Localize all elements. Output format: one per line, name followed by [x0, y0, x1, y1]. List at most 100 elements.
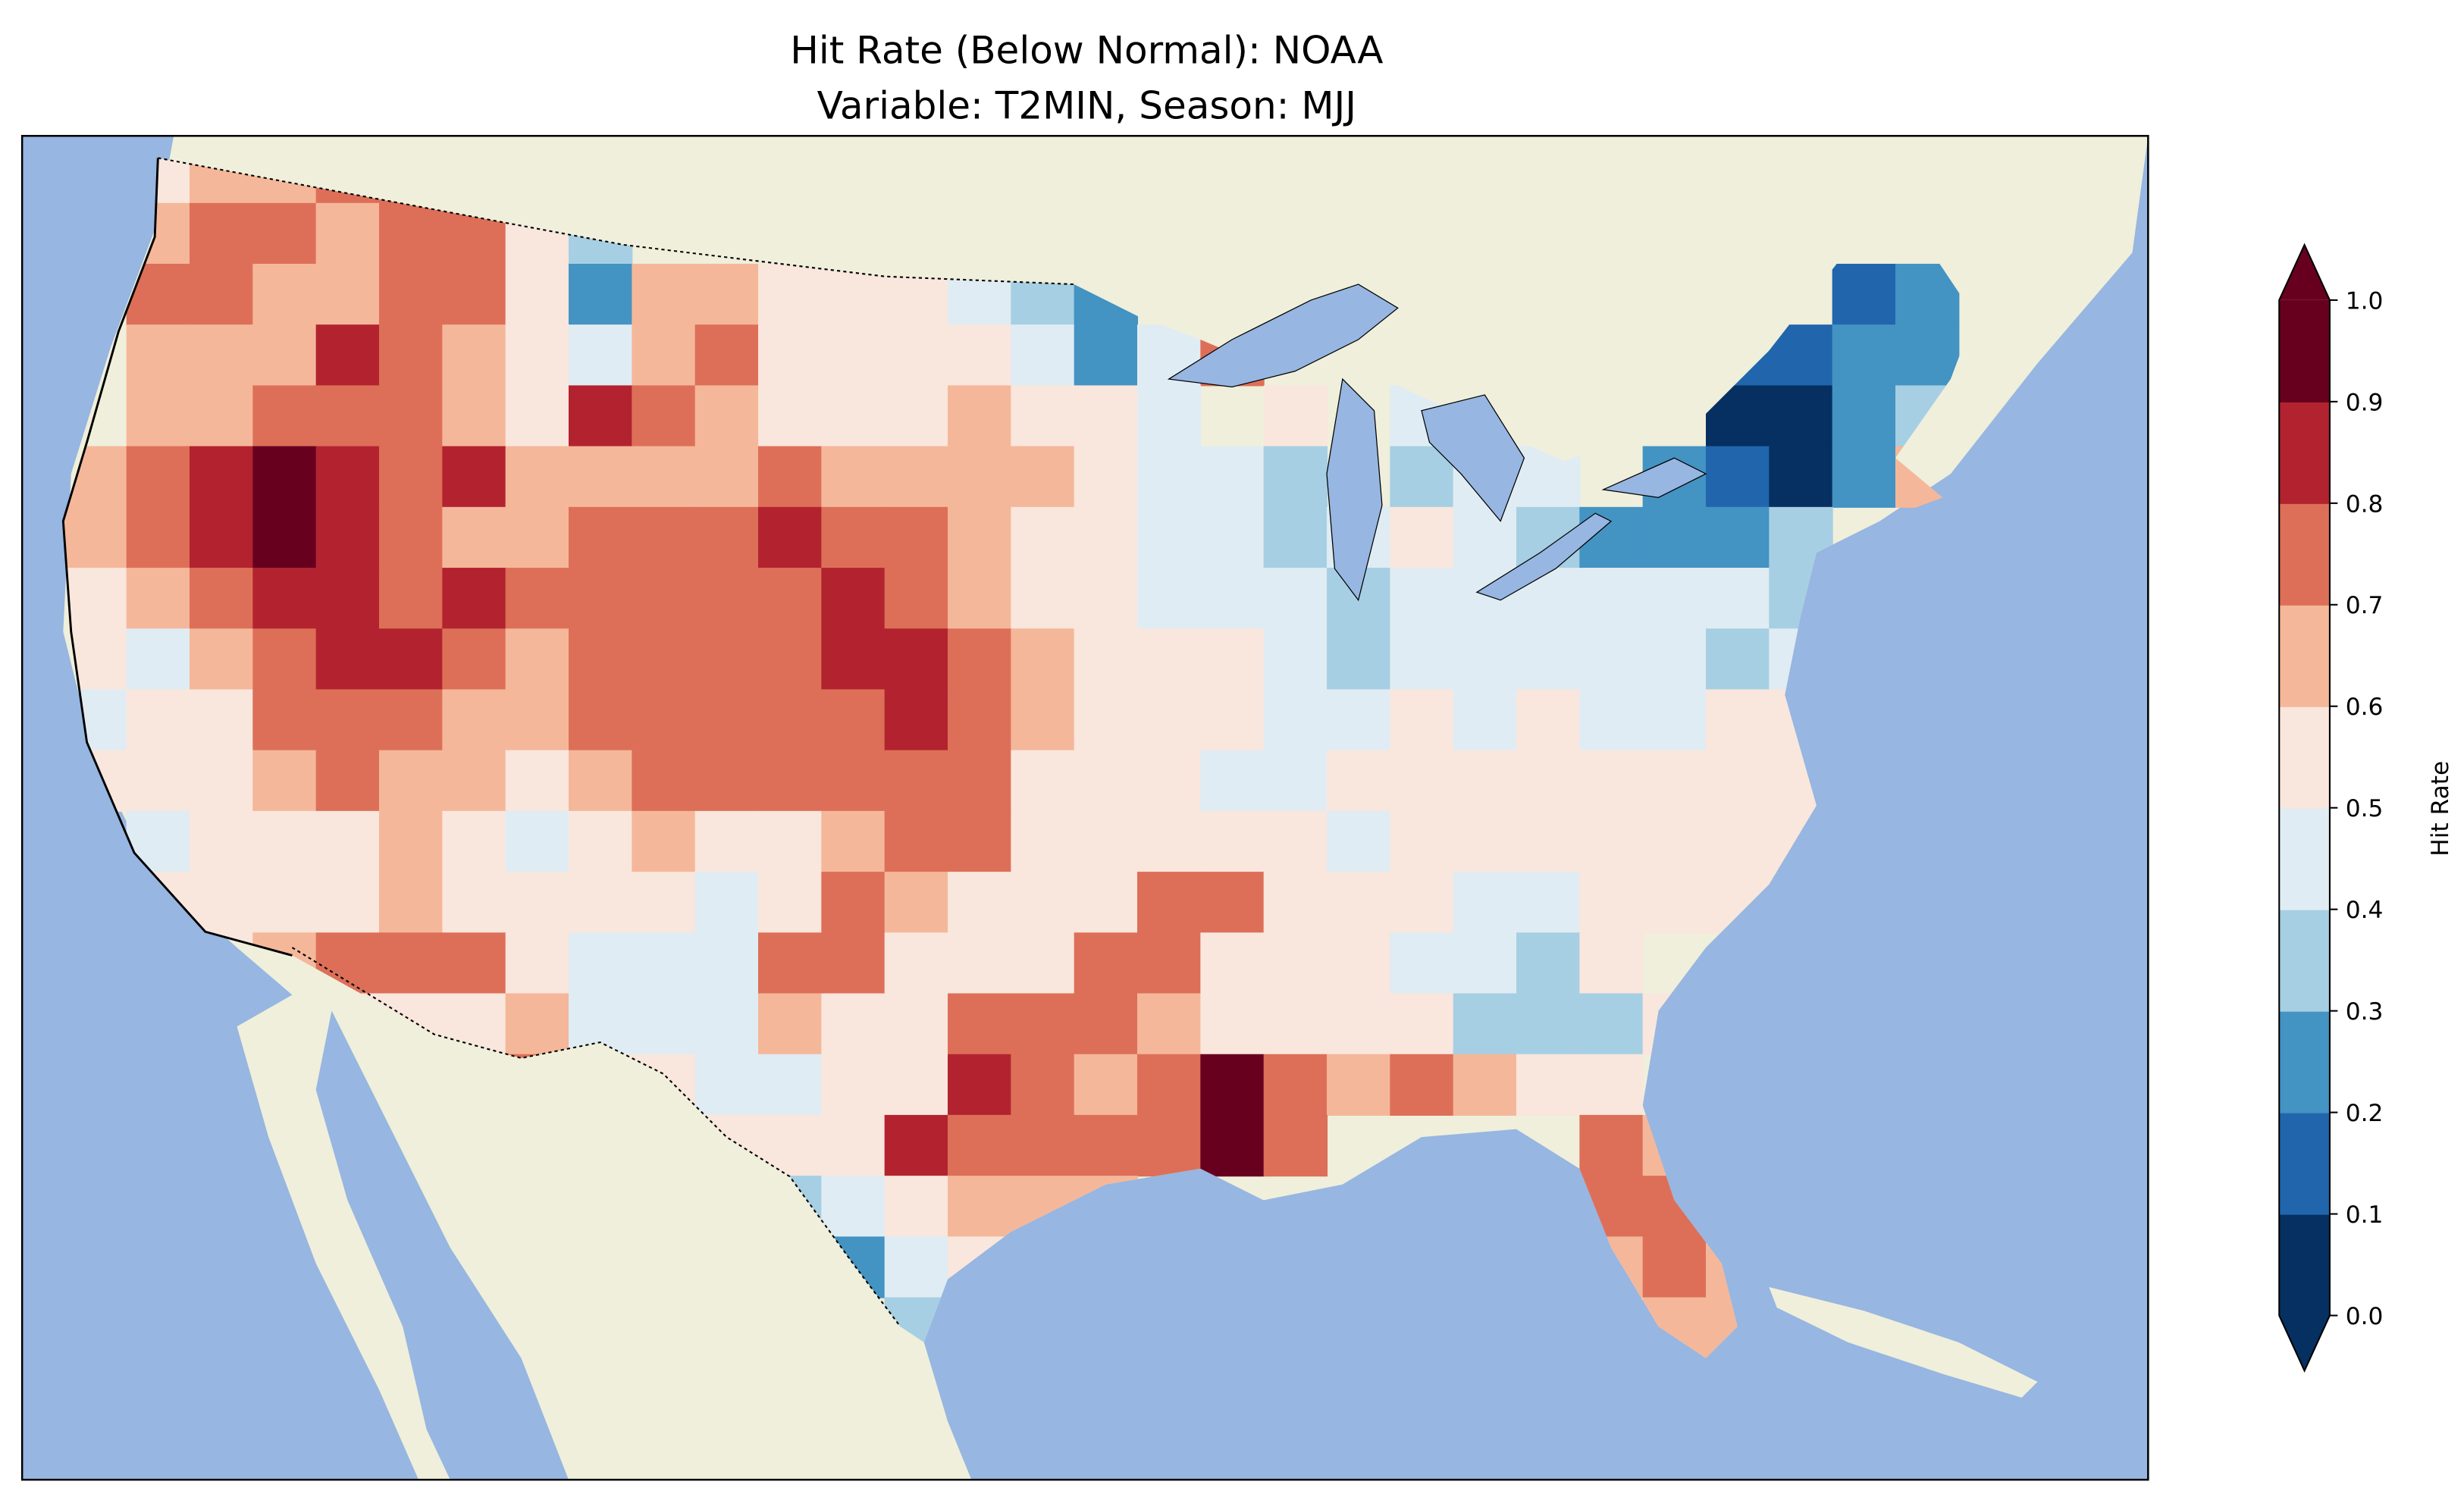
grid-cell	[1200, 993, 1265, 1055]
grid-cell	[252, 689, 317, 751]
grid-cell	[1137, 506, 1202, 569]
grid-cell	[252, 872, 317, 934]
grid-cell	[821, 385, 886, 447]
grid-cell	[126, 385, 191, 447]
grid-cell	[694, 1054, 760, 1116]
grid-cell	[1011, 872, 1075, 934]
grid-cell	[1327, 628, 1391, 691]
grid-cell	[1011, 993, 1075, 1055]
grid-cell	[821, 1054, 886, 1116]
grid-cell	[315, 202, 381, 265]
grid-cell	[1706, 810, 1770, 873]
grid-cell	[379, 264, 444, 326]
grid-cell	[884, 1054, 949, 1116]
grid-cell	[1706, 446, 1770, 508]
grid-cell	[252, 202, 317, 265]
grid-cell	[884, 810, 949, 873]
grid-cell	[632, 932, 696, 994]
grid-cell	[1074, 324, 1139, 387]
grid-cell	[948, 506, 1012, 569]
grid-cell	[1011, 689, 1075, 751]
grid-cell	[1074, 750, 1139, 812]
grid-cell	[1011, 1054, 1075, 1116]
grid-cell	[1516, 689, 1581, 751]
grid-cell	[1137, 750, 1202, 812]
grid-cell	[569, 446, 633, 508]
grid-cell	[379, 932, 444, 994]
great-lakes	[1167, 283, 1707, 602]
colorbar-tick-label: 0.7	[2346, 592, 2384, 619]
grid-cell	[694, 385, 760, 447]
grid-cell	[1516, 872, 1581, 934]
grid-cell	[758, 628, 823, 691]
grid-cell	[190, 506, 254, 569]
grid-cell	[126, 750, 191, 812]
grid-cell	[884, 628, 949, 691]
grid-cell	[1516, 628, 1581, 691]
colorbar: 0.0 0.1 0.2 0.3 0.4 0.5 0.6 0.7 0.8 0.9 1.0	[2278, 243, 2384, 1373]
grid-cell	[948, 1176, 1012, 1238]
grid-cell	[1011, 324, 1075, 387]
grid-cell	[884, 750, 949, 812]
grid-cell	[126, 628, 191, 691]
colorbar-tick-label: 0.2	[2346, 1100, 2384, 1127]
grid-cell	[1263, 385, 1328, 447]
grid-cell	[379, 750, 444, 812]
grid-cell	[190, 568, 254, 630]
grid-cell	[884, 324, 949, 387]
grid-cell	[1579, 993, 1644, 1055]
grid-cell	[252, 385, 317, 447]
grid-cell	[1390, 628, 1454, 691]
grid-cell	[569, 750, 633, 812]
grid-cell	[884, 689, 949, 751]
grid-cell	[1074, 628, 1139, 691]
grid-cell	[1327, 689, 1391, 751]
grid-cell	[442, 810, 506, 873]
grid-cell	[442, 385, 506, 447]
grid-cell	[948, 568, 1012, 630]
grid-cell	[1832, 264, 1897, 326]
grid-cell	[1453, 689, 1518, 751]
grid-cell	[505, 568, 570, 630]
grid-cell	[1137, 993, 1202, 1055]
grid-cell	[315, 872, 381, 934]
grid-cell	[1642, 750, 1707, 812]
lake-huron	[1421, 394, 1525, 522]
grid-cell	[1074, 993, 1139, 1055]
grid-cell	[1263, 810, 1328, 873]
grid-cell	[1390, 750, 1454, 812]
grid-cell	[63, 506, 127, 569]
grid-cell	[1137, 628, 1202, 691]
grid-cell	[190, 385, 254, 447]
grid-cell	[1453, 628, 1518, 691]
grid-cell	[758, 750, 823, 812]
us-mexico-border	[291, 947, 901, 1327]
grid-cell	[632, 689, 696, 751]
grid-cell	[379, 689, 444, 751]
grid-cell	[252, 568, 317, 630]
grid-cell	[1706, 628, 1770, 691]
grid-cell	[315, 689, 381, 751]
grid-cell	[632, 568, 696, 630]
grid-cell	[505, 872, 570, 934]
grid-cell	[1579, 810, 1644, 873]
grid-cell	[1769, 446, 1833, 508]
grid-cell	[758, 324, 823, 387]
grid-cell	[948, 1114, 1012, 1177]
grid-cell	[379, 872, 444, 934]
grid-cell	[1074, 1114, 1139, 1177]
chart-title-line1: Hit Rate (Below Normal): NOAA	[790, 28, 1383, 72]
grid-cell	[569, 385, 633, 447]
map-frame	[20, 135, 2149, 1481]
grid-cell	[821, 810, 886, 873]
colorbar-tick-label: 0.3	[2346, 998, 2384, 1026]
grid-cell	[442, 750, 506, 812]
grid-cell	[1200, 1054, 1265, 1116]
chart-title-line2: Variable: T2MIN, Season: MJJ	[817, 83, 1356, 127]
grid-cell	[126, 568, 191, 630]
grid-cell	[694, 689, 760, 751]
cuba-island	[1769, 1287, 2038, 1398]
grid-cell	[1327, 750, 1391, 812]
grid-cell	[1579, 1054, 1644, 1116]
grid-cell	[1453, 932, 1518, 994]
